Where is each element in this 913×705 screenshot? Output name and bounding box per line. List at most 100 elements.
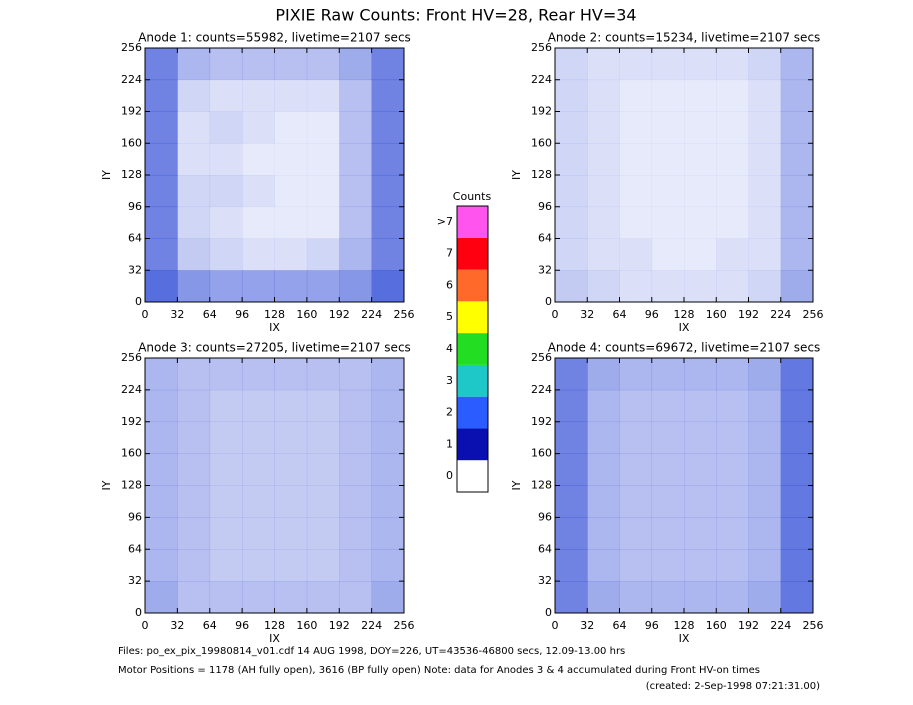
density-cell xyxy=(748,389,782,423)
density-cell xyxy=(619,111,653,144)
y-tick-label: 160 xyxy=(121,136,142,149)
density-cell xyxy=(274,549,308,582)
density-cell xyxy=(371,549,405,582)
panel-title: Anode 2: counts=15234, livetime=2107 sec… xyxy=(548,31,821,45)
density-cell xyxy=(339,549,372,582)
density-cell xyxy=(555,421,588,454)
density-cell xyxy=(587,517,620,550)
density-cell xyxy=(651,111,685,144)
density-cell xyxy=(145,270,178,303)
density-cell xyxy=(306,238,340,271)
density-cell xyxy=(145,485,178,518)
density-cell xyxy=(780,581,814,614)
density-cell xyxy=(587,111,620,144)
density-cell xyxy=(651,270,685,303)
density-cell xyxy=(651,549,685,582)
y-tick-label: 96 xyxy=(128,200,142,213)
density-cell xyxy=(242,206,275,239)
density-cell xyxy=(306,270,340,303)
density-cell xyxy=(145,238,178,271)
density-cell xyxy=(651,238,685,271)
density-cell xyxy=(339,581,372,614)
density-cell xyxy=(748,485,782,518)
density-cell xyxy=(587,485,620,518)
density-cell xyxy=(748,175,782,208)
density-cell xyxy=(177,48,211,81)
density-cell xyxy=(587,421,620,454)
density-cell xyxy=(209,143,243,176)
density-cell xyxy=(555,485,588,518)
density-cell xyxy=(748,270,782,303)
density-cell xyxy=(619,270,653,303)
panel-title: Anode 1: counts=55982, livetime=2107 sec… xyxy=(138,31,411,45)
density-cell xyxy=(748,143,782,176)
x-tick-label: 32 xyxy=(170,619,184,632)
density-cell xyxy=(242,143,275,176)
density-cell xyxy=(780,206,814,239)
density-cell xyxy=(716,358,749,391)
density-cell xyxy=(177,389,211,423)
density-cell xyxy=(209,421,243,454)
colorbar-title: Counts xyxy=(453,190,492,203)
y-tick-label: 96 xyxy=(538,200,552,213)
density-cell xyxy=(274,358,308,391)
density-cell xyxy=(242,175,275,208)
x-tick-label: 128 xyxy=(264,308,285,321)
density-cell xyxy=(555,389,588,423)
x-tick-label: 256 xyxy=(803,308,824,321)
density-cell xyxy=(555,453,588,486)
density-cell xyxy=(651,48,685,81)
density-cell xyxy=(587,175,620,208)
colorbar-swatch xyxy=(457,396,488,429)
y-tick-label: 32 xyxy=(128,263,142,276)
density-cell xyxy=(145,421,178,454)
density-cell xyxy=(748,358,782,391)
density-cell xyxy=(306,143,340,176)
density-cell xyxy=(274,79,308,112)
x-tick-label: 256 xyxy=(394,619,415,632)
y-tick-label: 0 xyxy=(135,295,142,308)
x-tick-label: 256 xyxy=(394,308,415,321)
density-cell xyxy=(555,79,588,112)
y-tick-label: 192 xyxy=(121,105,142,118)
density-cell xyxy=(209,206,243,239)
density-cell xyxy=(339,48,372,81)
x-tick-label: 224 xyxy=(770,619,791,632)
colorbar-label: >7 xyxy=(437,215,453,228)
y-tick-label: 128 xyxy=(121,168,142,181)
density-cell xyxy=(651,485,685,518)
density-cell xyxy=(274,581,308,614)
density-cell xyxy=(716,453,749,486)
y-tick-label: 256 xyxy=(121,351,142,364)
density-cell xyxy=(651,206,685,239)
density-cell xyxy=(716,143,749,176)
density-cell xyxy=(555,143,588,176)
density-cell xyxy=(619,79,653,112)
density-cell xyxy=(371,111,405,144)
x-tick-label: 160 xyxy=(296,619,317,632)
density-cell xyxy=(619,581,653,614)
density-cell xyxy=(716,389,749,423)
x-tick-label: 32 xyxy=(580,619,594,632)
density-cell xyxy=(587,549,620,582)
density-cell xyxy=(177,549,211,582)
x-tick-label: 32 xyxy=(170,308,184,321)
figure-title: PIXIE Raw Counts: Front HV=28, Rear HV=3… xyxy=(275,6,636,25)
density-cell xyxy=(619,238,653,271)
density-cell xyxy=(587,270,620,303)
density-cell xyxy=(684,421,717,454)
density-cell xyxy=(780,175,814,208)
x-tick-label: 224 xyxy=(361,619,382,632)
y-tick-label: 32 xyxy=(538,263,552,276)
density-cell xyxy=(306,421,340,454)
y-tick-label: 160 xyxy=(121,447,142,460)
density-cell xyxy=(145,175,178,208)
density-cell xyxy=(209,358,243,391)
y-tick-label: 0 xyxy=(545,606,552,619)
x-tick-label: 64 xyxy=(203,619,217,632)
density-cell xyxy=(619,549,653,582)
density-cell xyxy=(274,143,308,176)
density-cell xyxy=(242,238,275,271)
density-cell xyxy=(780,453,814,486)
density-cell xyxy=(371,517,405,550)
